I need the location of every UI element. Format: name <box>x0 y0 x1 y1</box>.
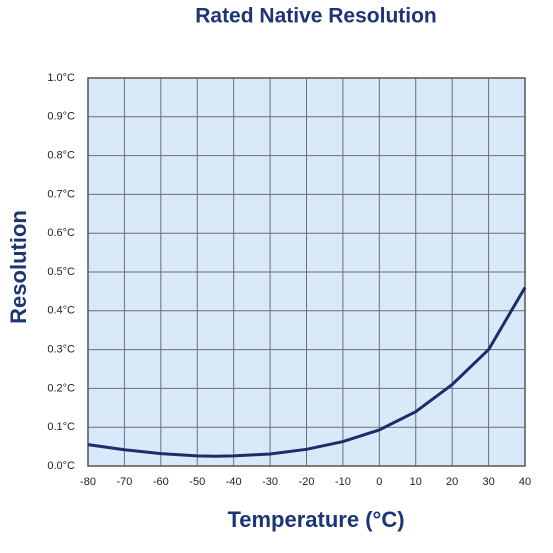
y-tick-label: 0.2°C <box>47 382 75 394</box>
y-tick-label: 0.6°C <box>47 227 75 239</box>
x-tick-label: 0 <box>376 476 382 488</box>
y-axis-label: Resolution <box>6 210 31 324</box>
x-tick-label: 40 <box>519 476 531 488</box>
x-tick-label: -70 <box>116 476 132 488</box>
y-tick-label: 0.9°C <box>47 111 75 123</box>
chart-title: Rated Native Resolution <box>195 5 437 28</box>
y-tick-label: 0.1°C <box>47 421 75 433</box>
data-line <box>87 286 527 458</box>
y-tick-label: 0.5°C <box>47 266 75 278</box>
y-tick-label: 0.4°C <box>47 305 75 317</box>
x-tick-label: -20 <box>299 476 315 488</box>
x-tick-label: -30 <box>262 476 278 488</box>
y-tick-label: 0.8°C <box>47 150 75 162</box>
y-tick-label: 0.0°C <box>47 460 75 472</box>
x-tick-label: -80 <box>80 476 96 488</box>
plot-border <box>87 77 526 467</box>
y-tick-label: 0.3°C <box>47 344 75 356</box>
y-tick-label: 0.7°C <box>47 188 75 200</box>
x-axis-label: Temperature (°C) <box>227 507 404 532</box>
x-tick-label: -10 <box>335 476 351 488</box>
x-tick-label: -60 <box>153 476 169 488</box>
x-tick-label: 30 <box>482 476 494 488</box>
x-tick-label: 10 <box>410 476 422 488</box>
y-tick-label: 1.0°C <box>47 72 75 84</box>
x-tick-label: 20 <box>446 476 458 488</box>
x-tick-label: -50 <box>189 476 205 488</box>
x-tick-label: -40 <box>226 476 242 488</box>
